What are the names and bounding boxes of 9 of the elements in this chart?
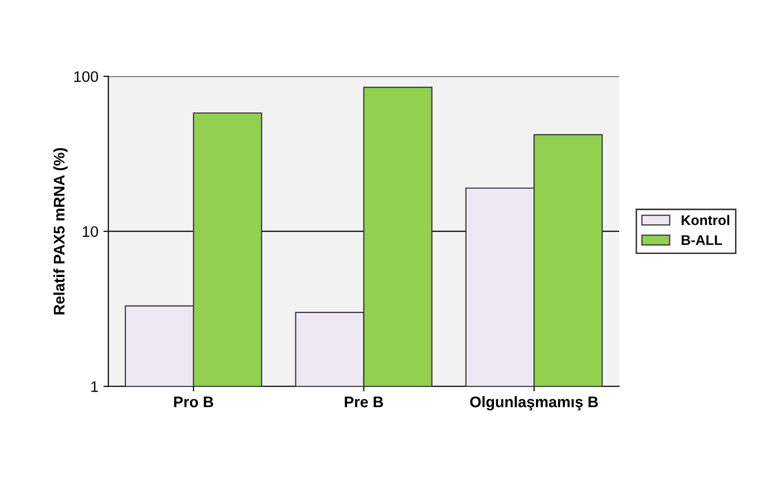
x-tick-label: Pro B — [174, 396, 214, 408]
y-tick-label: 10 — [82, 226, 98, 238]
x-tick-label: Pre B — [344, 396, 384, 408]
legend-label: Kontrol — [682, 214, 730, 226]
y-axis-title: Relatif PAX5 mRNA (%) — [53, 148, 68, 314]
x-tick-label: Olgunlaşmamış B — [470, 396, 598, 410]
y-tick-label: 1 — [91, 381, 98, 392]
y-tick-label: 100 — [74, 71, 98, 82]
legend-label: B-ALL — [682, 235, 722, 245]
